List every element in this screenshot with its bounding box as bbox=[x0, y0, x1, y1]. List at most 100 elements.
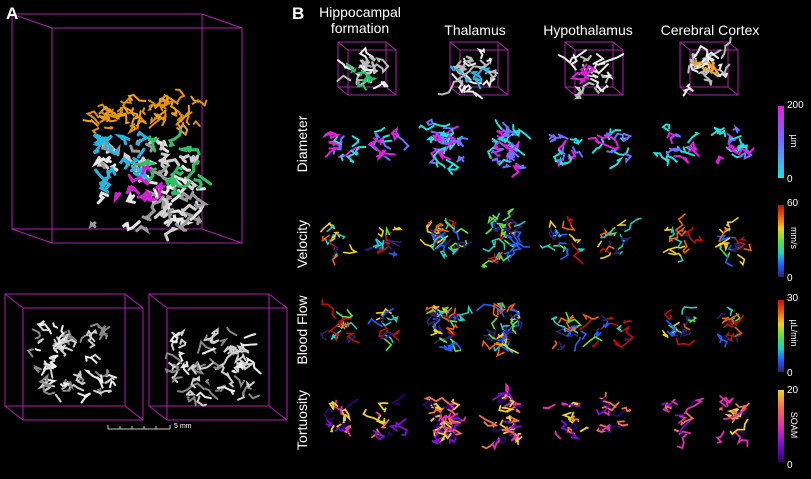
thalamus-vessel bbox=[93, 136, 109, 144]
brain-vessel-gray bbox=[123, 151, 140, 172]
front-view-vessel bbox=[87, 329, 98, 342]
hypothalamus-vessel bbox=[143, 192, 152, 200]
vessel-map-segment bbox=[492, 392, 506, 401]
side-view-vessel bbox=[216, 386, 235, 395]
vessel-map-segment bbox=[669, 225, 676, 239]
side-view-vessel bbox=[233, 375, 246, 389]
vessel-map-segment bbox=[504, 338, 519, 354]
side-view-vessel bbox=[234, 347, 249, 353]
vessel-map-segment bbox=[446, 128, 455, 142]
vessel-map-segment bbox=[677, 433, 687, 450]
cortex-vessel bbox=[130, 107, 135, 113]
hippocampal-vessel bbox=[197, 174, 213, 186]
vessel-map-segment bbox=[394, 133, 410, 151]
region-thumbnail-vessel bbox=[458, 83, 466, 94]
vessel-map-segment bbox=[476, 303, 505, 318]
cortex-vessel bbox=[148, 116, 166, 129]
vessel-map-segment bbox=[662, 248, 677, 254]
brain-vessel-gray bbox=[135, 224, 151, 235]
vessel-map-segment bbox=[328, 239, 336, 251]
vessel-map-segment bbox=[432, 414, 443, 427]
vessel-map-segment bbox=[494, 119, 503, 130]
vessel-map-segment bbox=[432, 317, 441, 331]
colorbar-min-diameter: 0 bbox=[787, 174, 793, 185]
vessel-map-segment bbox=[670, 398, 678, 406]
cortex-vessel bbox=[191, 99, 199, 105]
side-view-vessel bbox=[193, 395, 197, 407]
front-view-vessel bbox=[54, 393, 62, 403]
side-view-vessel bbox=[226, 326, 238, 337]
vessel-map-segment bbox=[617, 420, 629, 427]
front-view-vessel bbox=[52, 322, 59, 329]
front-view-vessel bbox=[44, 385, 52, 392]
front-view-vessel bbox=[89, 353, 101, 361]
vessel-map-segment bbox=[506, 426, 515, 434]
vessel-map-segment bbox=[683, 234, 690, 237]
vessel-map-segment bbox=[730, 146, 755, 156]
vessel-map-segment bbox=[506, 414, 512, 422]
colorbar-diameter bbox=[778, 106, 784, 178]
cortex-vessel bbox=[98, 112, 117, 123]
vessel-map-segment bbox=[328, 320, 343, 333]
region-thumbnail-vessel bbox=[482, 77, 496, 89]
vessel-map-segment bbox=[556, 145, 566, 162]
vessel-map-segment bbox=[321, 131, 337, 139]
panel-a-label: A bbox=[6, 4, 19, 23]
front-view-vessel bbox=[94, 368, 110, 379]
region-thumbnail-vessel bbox=[358, 58, 371, 69]
thalamus-vessel bbox=[113, 133, 131, 146]
side-view-vessel bbox=[178, 338, 187, 349]
front-view-vessel bbox=[60, 382, 70, 388]
vessel-map-segment bbox=[493, 140, 501, 153]
row-label-tortuosity: Tortuosity bbox=[294, 390, 310, 450]
vessel-map-segment bbox=[718, 228, 728, 242]
hippocampal-vessel bbox=[170, 171, 177, 187]
vessel-map-segment bbox=[350, 146, 367, 156]
vessel-map-segment bbox=[497, 392, 514, 406]
vessel-map-segment bbox=[604, 132, 612, 137]
side-view-vessel bbox=[190, 375, 201, 389]
vessel-map-segment bbox=[330, 425, 335, 433]
thalamus-vessel bbox=[130, 156, 140, 165]
vessel-map-segment bbox=[718, 227, 731, 235]
region-thumbnail-vessel bbox=[577, 87, 585, 94]
colorbar-max-velocity: 60 bbox=[787, 198, 799, 209]
vessel-map-segment bbox=[688, 140, 698, 151]
vessel-map-segment bbox=[681, 306, 698, 315]
vessel-map-segment bbox=[727, 144, 735, 150]
region-thumbnail-vessel bbox=[557, 54, 574, 64]
region-thumbnail-vessel bbox=[580, 54, 593, 62]
vessel-map-segment bbox=[683, 323, 691, 331]
front-view-vessel bbox=[77, 392, 92, 404]
vessel-map-segment bbox=[451, 398, 461, 411]
region-thumbnail-highlight bbox=[362, 76, 368, 83]
side-view-vessel bbox=[219, 337, 229, 347]
cortex-vessel bbox=[99, 112, 111, 123]
vessel-map-segment bbox=[715, 155, 724, 165]
front-view-vessel bbox=[109, 379, 117, 389]
colorbar-velocity bbox=[778, 205, 784, 277]
vessel-map-segment bbox=[736, 143, 745, 153]
vessel-map-segment bbox=[574, 336, 581, 352]
brain-vessel-gray bbox=[167, 207, 174, 222]
region-thumbnail-vessel bbox=[469, 62, 490, 72]
vessel-map-segment bbox=[453, 314, 466, 322]
vessel-map-segment bbox=[666, 131, 676, 144]
front-view-vessel bbox=[98, 327, 109, 341]
vessel-map-segment bbox=[505, 427, 517, 438]
region-thumbnail-vessel bbox=[693, 44, 709, 59]
vessel-map-segment bbox=[507, 221, 512, 229]
front-view-box bbox=[4, 293, 144, 421]
vessel-map-segment bbox=[381, 336, 393, 352]
vessel-map-segment bbox=[620, 325, 635, 348]
vessel-map-segment bbox=[668, 234, 673, 243]
side-view-vessel bbox=[201, 347, 217, 355]
vessel-map-segment bbox=[505, 134, 512, 145]
vessel-map-segment bbox=[377, 227, 385, 238]
brain-vessel-gray bbox=[129, 144, 141, 153]
brain-vessel-gray bbox=[170, 209, 184, 217]
vessel-map-segment bbox=[497, 435, 507, 444]
vessel-map-segment bbox=[732, 124, 741, 134]
region-thumbnail-vessel bbox=[590, 78, 605, 93]
vessel-map-segment bbox=[501, 319, 520, 334]
